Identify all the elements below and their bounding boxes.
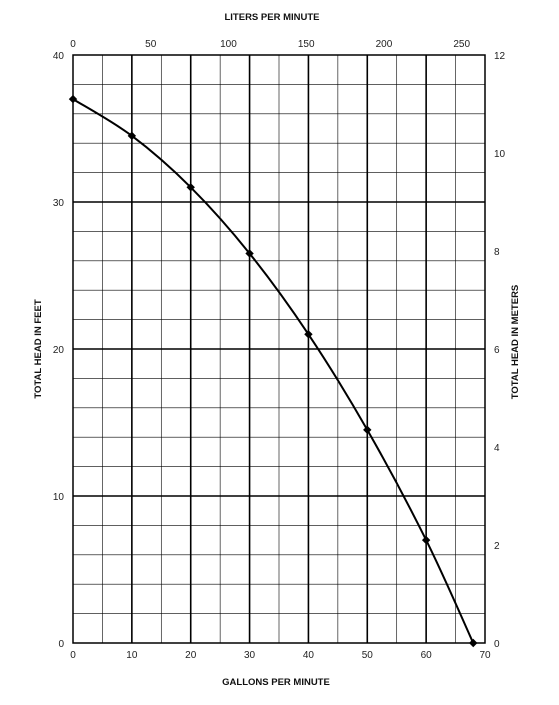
major-grid (73, 55, 485, 643)
plot-frame (72, 54, 486, 644)
data-point-marker (127, 131, 137, 141)
y-tick-label: 30 (53, 198, 65, 209)
data-markers (68, 94, 478, 648)
data-point-marker (304, 330, 313, 339)
y-axis-title: TOTAL HEAD IN FEET (33, 299, 44, 398)
x-tick-label: 0 (70, 650, 76, 661)
x-tick-label: 70 (479, 650, 491, 661)
y2-tick-label: 6 (494, 345, 500, 356)
y-axis-ticks: 0 10 20 30 40 (53, 51, 65, 650)
x-tick-label: 40 (303, 650, 315, 661)
x-axis-ticks: 0 10 20 30 40 50 60 70 (70, 650, 491, 661)
x2-tick-label: 50 (145, 39, 157, 50)
x-tick-label: 10 (126, 650, 138, 661)
x2-axis-title: LITERS PER MINUTE (224, 12, 319, 23)
head-curve-line (72, 98, 475, 644)
data-point-marker (68, 94, 78, 104)
x-tick-label: 30 (244, 650, 256, 661)
x-tick-label: 60 (421, 650, 433, 661)
data-point-marker (186, 183, 195, 192)
y-tick-label: 20 (53, 345, 65, 356)
x2-tick-label: 200 (376, 39, 393, 50)
x2-tick-label: 0 (70, 39, 76, 50)
data-point-marker (469, 638, 478, 648)
y2-tick-label: 8 (494, 247, 500, 258)
y-tick-label: 0 (58, 639, 64, 650)
data-point-marker (245, 249, 254, 258)
x2-axis-ticks: 0 50 100 150 200 250 (70, 39, 470, 50)
y2-tick-label: 10 (494, 149, 506, 160)
x2-tick-label: 100 (220, 39, 237, 50)
y2-tick-label: 12 (494, 51, 506, 62)
y2-axis-title: TOTAL HEAD IN METERS (510, 285, 521, 400)
y2-axis-ticks: 0 2 4 6 8 10 12 (494, 51, 506, 650)
x2-tick-label: 150 (298, 39, 315, 50)
minor-grid (73, 55, 485, 643)
y2-tick-label: 4 (494, 443, 500, 454)
x-tick-label: 20 (185, 650, 197, 661)
data-point-marker (363, 425, 372, 435)
x-tick-label: 50 (362, 650, 374, 661)
y-tick-label: 10 (53, 492, 65, 503)
x2-tick-label: 250 (453, 39, 470, 50)
y2-tick-label: 2 (494, 541, 500, 552)
x-axis-title: GALLONS PER MINUTE (222, 677, 330, 688)
y2-tick-label: 0 (494, 639, 500, 650)
data-point-marker (421, 535, 431, 545)
y-tick-label: 40 (53, 51, 65, 62)
